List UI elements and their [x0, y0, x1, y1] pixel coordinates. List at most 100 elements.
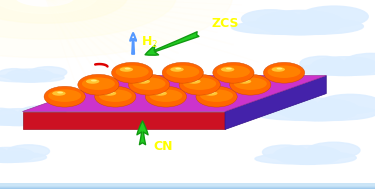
- Bar: [0, 186, 375, 189]
- Bar: [0, 184, 375, 187]
- Ellipse shape: [19, 106, 66, 120]
- Bar: [0, 186, 375, 189]
- Bar: [0, 185, 375, 189]
- Ellipse shape: [287, 106, 375, 120]
- Bar: [0, 184, 375, 187]
- Ellipse shape: [200, 96, 233, 100]
- Bar: [0, 184, 375, 187]
- Ellipse shape: [265, 98, 319, 115]
- Ellipse shape: [116, 72, 148, 76]
- Bar: [0, 185, 375, 188]
- Bar: [0, 184, 375, 187]
- Ellipse shape: [153, 91, 167, 96]
- Bar: [0, 185, 375, 188]
- Bar: [0, 185, 375, 188]
- Ellipse shape: [266, 18, 363, 34]
- Ellipse shape: [0, 0, 98, 13]
- Ellipse shape: [149, 89, 182, 102]
- Ellipse shape: [103, 91, 116, 96]
- Ellipse shape: [277, 68, 282, 70]
- Ellipse shape: [0, 69, 30, 79]
- Ellipse shape: [292, 65, 375, 75]
- Bar: [0, 184, 375, 188]
- Ellipse shape: [82, 77, 115, 90]
- Bar: [0, 184, 375, 187]
- Bar: [0, 185, 375, 188]
- Ellipse shape: [256, 108, 355, 120]
- Ellipse shape: [226, 68, 232, 70]
- Ellipse shape: [274, 146, 341, 164]
- Bar: [0, 185, 375, 188]
- Ellipse shape: [278, 98, 359, 121]
- Circle shape: [112, 62, 153, 83]
- Ellipse shape: [0, 0, 176, 39]
- Bar: [0, 184, 375, 187]
- Ellipse shape: [311, 57, 375, 76]
- Bar: [0, 184, 375, 187]
- Ellipse shape: [308, 142, 360, 158]
- Ellipse shape: [48, 89, 81, 102]
- Ellipse shape: [86, 79, 99, 84]
- Bar: [0, 185, 375, 189]
- Bar: [0, 184, 375, 187]
- Ellipse shape: [183, 77, 216, 90]
- Bar: [0, 183, 375, 186]
- Ellipse shape: [272, 67, 285, 72]
- Text: H$_2$: H$_2$: [141, 35, 158, 50]
- Ellipse shape: [99, 96, 132, 100]
- Circle shape: [128, 74, 170, 95]
- Ellipse shape: [238, 79, 251, 84]
- Bar: [0, 184, 375, 188]
- Bar: [0, 185, 375, 188]
- Circle shape: [162, 62, 203, 83]
- Ellipse shape: [300, 56, 345, 70]
- Bar: [0, 183, 375, 186]
- Circle shape: [213, 62, 254, 83]
- Ellipse shape: [176, 68, 181, 70]
- Ellipse shape: [256, 10, 344, 35]
- Bar: [0, 183, 375, 187]
- Bar: [0, 186, 375, 189]
- Circle shape: [146, 86, 187, 107]
- Bar: [0, 183, 375, 186]
- Ellipse shape: [200, 89, 233, 102]
- Ellipse shape: [15, 0, 75, 6]
- Bar: [0, 184, 375, 187]
- Ellipse shape: [319, 94, 375, 114]
- Ellipse shape: [8, 145, 50, 158]
- Ellipse shape: [149, 96, 182, 100]
- Ellipse shape: [142, 80, 147, 81]
- Ellipse shape: [0, 0, 308, 82]
- Ellipse shape: [243, 80, 249, 81]
- Bar: [0, 184, 375, 187]
- Ellipse shape: [57, 92, 63, 94]
- Ellipse shape: [0, 154, 32, 162]
- Bar: [0, 184, 375, 187]
- Ellipse shape: [204, 91, 218, 96]
- Ellipse shape: [0, 152, 46, 162]
- Ellipse shape: [262, 145, 308, 159]
- Ellipse shape: [234, 77, 267, 90]
- Ellipse shape: [183, 84, 216, 88]
- Bar: [0, 185, 375, 188]
- Ellipse shape: [268, 72, 301, 76]
- Ellipse shape: [209, 92, 215, 94]
- Ellipse shape: [133, 84, 166, 88]
- Bar: [0, 184, 375, 187]
- Ellipse shape: [99, 89, 132, 102]
- Ellipse shape: [108, 92, 114, 94]
- Bar: [0, 183, 375, 187]
- Ellipse shape: [166, 72, 200, 76]
- Polygon shape: [225, 76, 326, 129]
- Ellipse shape: [0, 109, 49, 126]
- Bar: [0, 186, 375, 189]
- Circle shape: [196, 86, 237, 107]
- Bar: [0, 183, 375, 186]
- Bar: [0, 185, 375, 188]
- Bar: [0, 186, 375, 189]
- Bar: [0, 183, 375, 186]
- Bar: [0, 186, 375, 189]
- Ellipse shape: [91, 80, 97, 81]
- Bar: [0, 184, 375, 187]
- Ellipse shape: [255, 153, 338, 164]
